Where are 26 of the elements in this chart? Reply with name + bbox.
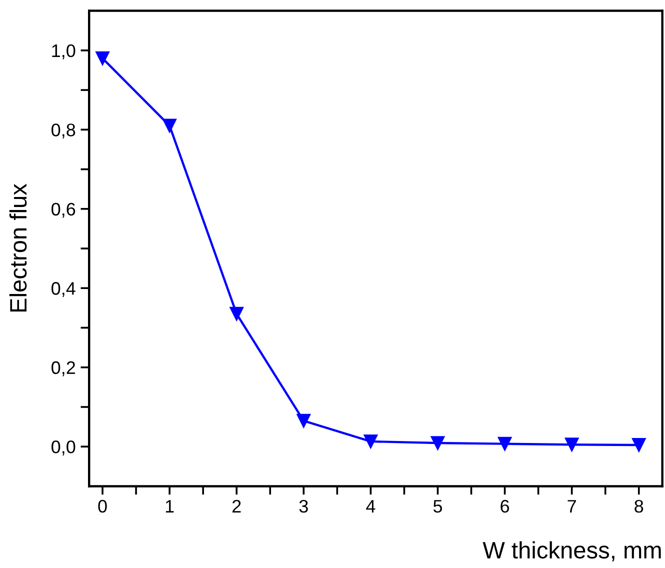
point [230, 306, 244, 321]
y-tick-label: 1,0 [52, 44, 76, 60]
x-tick-label: 0 [98, 500, 107, 513]
x-tick-label: 7 [568, 500, 576, 512]
point [162, 118, 177, 133]
point [498, 436, 512, 451]
x-tick-label: 1 [166, 500, 174, 512]
point [632, 438, 646, 452]
x-tick-label: 6 [500, 500, 510, 513]
x-tick-label: 5 [433, 500, 442, 513]
x-axis-title: W thickness, mm [482, 541, 661, 562]
y-tick-label: 0,4 [52, 282, 76, 297]
point [96, 51, 110, 66]
point [296, 414, 311, 428]
y-tick-label: 0,2 [52, 361, 76, 376]
y-axis-title: Electron flux [9, 184, 27, 312]
x-tick-label: 3 [299, 500, 308, 513]
point [430, 436, 445, 450]
y-tick-label: 0,8 [52, 124, 76, 138]
y-tick-label: 0,6 [52, 202, 76, 218]
x-tick-label: 4 [366, 500, 376, 512]
x-tick-label: 8 [634, 500, 644, 513]
y-tick-label: 0,0 [52, 440, 76, 456]
point [564, 438, 579, 452]
point [364, 434, 378, 448]
x-tick-label: 2 [232, 500, 241, 512]
